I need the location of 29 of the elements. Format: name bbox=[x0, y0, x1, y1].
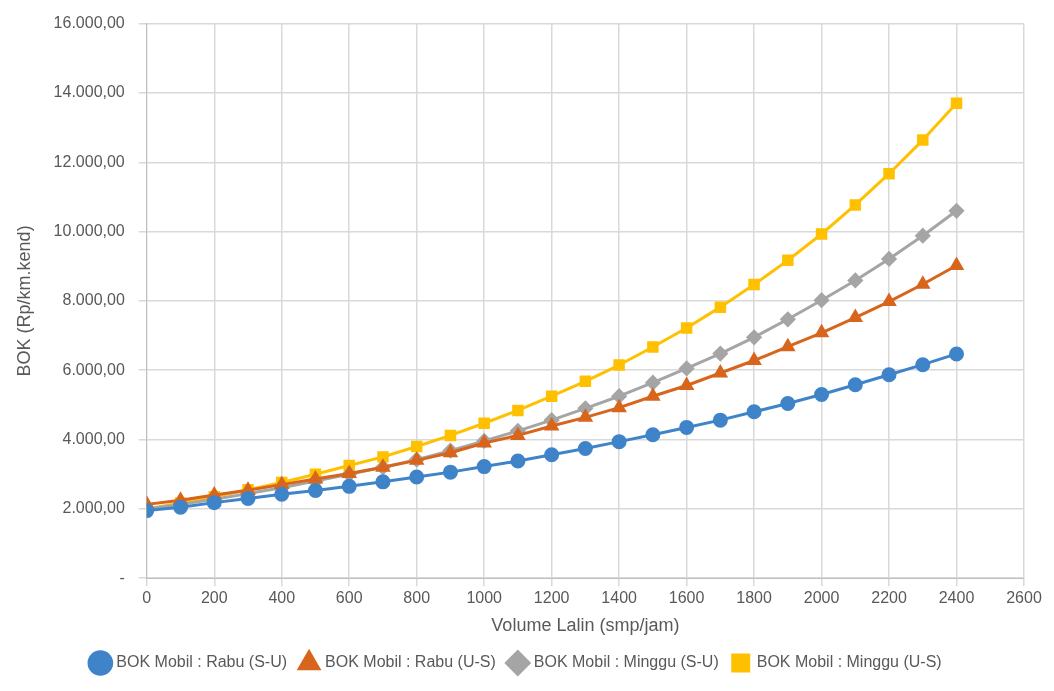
x-tick-label: 400 bbox=[268, 589, 296, 607]
x-tick-label: 800 bbox=[403, 589, 431, 607]
y-tick-label: 12.000,00 bbox=[53, 152, 125, 170]
y-tick-label: - bbox=[119, 568, 125, 586]
x-tick-label: 600 bbox=[335, 589, 363, 607]
x-tick-label: 1800 bbox=[736, 589, 772, 607]
x-tick-label: 2400 bbox=[938, 589, 975, 607]
legend-label: BOK Mobil : Minggu (U-S) bbox=[756, 653, 942, 671]
y-axis-title: BOK (Rp/km.kend) bbox=[13, 225, 34, 377]
x-tick-label: 2600 bbox=[1006, 589, 1042, 607]
y-tick-label: 16.000,00 bbox=[53, 14, 125, 32]
x-tick-label: 2000 bbox=[803, 589, 840, 607]
x-tick-label: 1000 bbox=[466, 589, 503, 607]
y-tick-label: 10.000,00 bbox=[53, 221, 125, 239]
y-tick-label: 14.000,00 bbox=[53, 83, 125, 101]
legend-label: BOK Mobil : Rabu (U-S) bbox=[325, 653, 496, 671]
y-tick-label: 4.000,00 bbox=[62, 429, 125, 447]
legend-label: BOK Mobil : Minggu (S-U) bbox=[533, 653, 719, 671]
x-tick-label: 1600 bbox=[668, 589, 705, 607]
legend-label: BOK Mobil : Rabu (S-U) bbox=[116, 653, 288, 671]
y-tick-label: 8.000,00 bbox=[62, 291, 125, 309]
x-tick-label: 200 bbox=[200, 589, 228, 607]
x-tick-label: 1200 bbox=[533, 589, 570, 607]
x-axis-title: Volume Lalin (smp/jam) bbox=[491, 615, 680, 636]
x-tick-label: 1400 bbox=[601, 589, 638, 607]
y-tick-label: 2.000,00 bbox=[62, 499, 125, 517]
x-tick-label: 2200 bbox=[871, 589, 907, 607]
y-tick-label: 6.000,00 bbox=[62, 360, 125, 378]
x-tick-label: 0 bbox=[142, 589, 152, 607]
